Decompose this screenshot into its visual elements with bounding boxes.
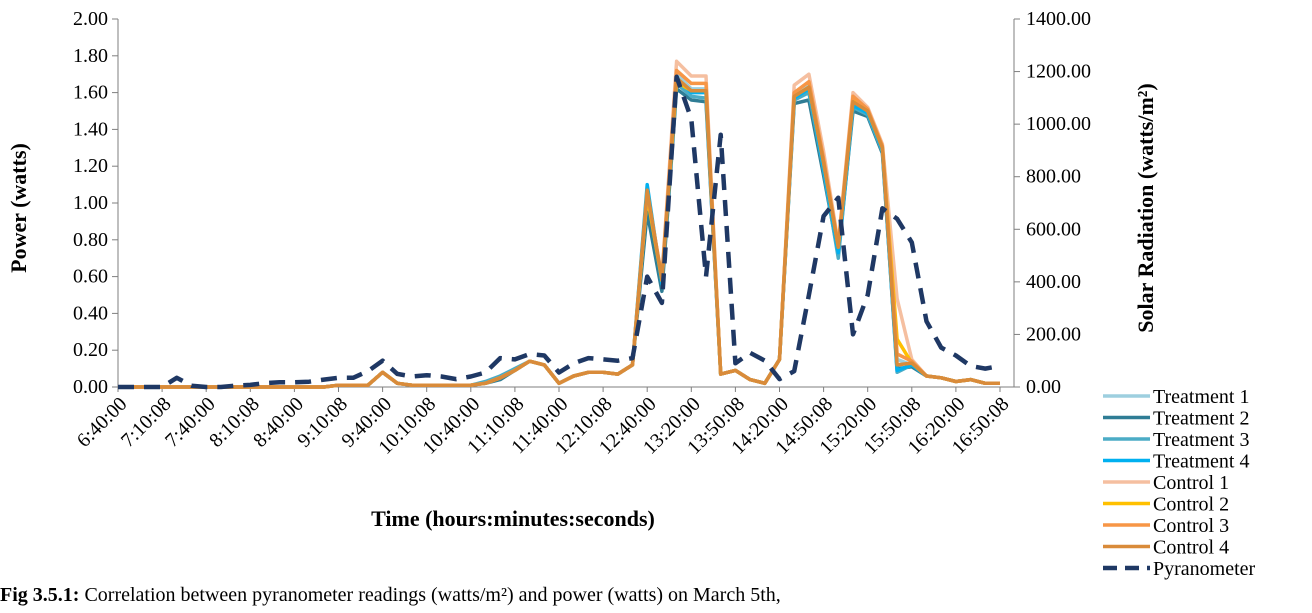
- left-tick-label: 0.00: [73, 376, 108, 398]
- right-tick-label: 1200.00: [1026, 61, 1091, 83]
- right-tick-label: 1400.00: [1026, 8, 1091, 30]
- right-tick-label: 600.00: [1026, 218, 1081, 240]
- right-tick-label: 0.00: [1026, 376, 1061, 398]
- legend-label: Treatment 1: [1153, 386, 1249, 408]
- right-tick-label: 800.00: [1026, 166, 1081, 188]
- legend-label: Pyranometer: [1153, 558, 1256, 580]
- series-line-treatment-2: [118, 87, 1000, 389]
- legend-label: Treatment 4: [1153, 451, 1249, 473]
- legend-label: Treatment 2: [1153, 408, 1249, 430]
- series-line-pyranometer: [118, 74, 1001, 390]
- legend-label: Control 4: [1153, 537, 1229, 559]
- legend-label: Control 1: [1153, 472, 1229, 494]
- caption-label: Fig 3.5.1:: [0, 584, 80, 606]
- left-tick-label: 1.60: [73, 82, 108, 104]
- caption-text: Correlation between pyranometer readings…: [84, 584, 781, 606]
- left-tick-label: 1.20: [73, 155, 108, 177]
- legend-label: Control 3: [1153, 515, 1229, 537]
- left-tick-label: 1.80: [73, 45, 108, 67]
- series-line-control-4: [118, 76, 1000, 389]
- y-axis-title: Power (watts): [6, 143, 31, 273]
- left-tick-label: 0.20: [73, 339, 108, 361]
- left-axis: 0.00 0.20 0.40 0.60 0.80 1.00 1.20 1.40 1.60 1.80…: [73, 8, 119, 398]
- x-axis: 6:40:007:10:087:40:008:10:088:40:009:10:…: [73, 386, 1014, 459]
- left-tick-label: 2.00: [73, 8, 108, 30]
- right-tick-label: 1000.00: [1026, 113, 1091, 135]
- series-line-treatment-4: [118, 76, 1000, 389]
- legend-label: Control 2: [1153, 494, 1229, 516]
- right-tick-label: 400.00: [1026, 271, 1081, 293]
- left-tick-label: 1.00: [73, 192, 108, 214]
- left-tick-label: 0.40: [73, 302, 108, 324]
- figure-caption: Fig 3.5.1: Correlation between pyranomet…: [0, 584, 781, 607]
- x-axis-title: Time (hours:minutes:seconds): [371, 506, 655, 531]
- left-tick-label: 1.40: [73, 118, 108, 140]
- y2-axis-title: Solar Radiation (watts/m²): [1133, 83, 1158, 332]
- right-axis: 0.00 200.00 400.00 600.00 800.00 1000.00 1200.…: [1013, 8, 1091, 398]
- series-line-control-2: [118, 79, 1000, 389]
- legend-label: Treatment 3: [1153, 429, 1249, 451]
- left-tick-label: 0.60: [73, 266, 108, 288]
- right-tick-label: 200.00: [1026, 323, 1081, 345]
- left-tick-label: 0.80: [73, 229, 108, 251]
- series-group: [118, 59, 1001, 390]
- series-line-treatment-3: [118, 81, 1000, 389]
